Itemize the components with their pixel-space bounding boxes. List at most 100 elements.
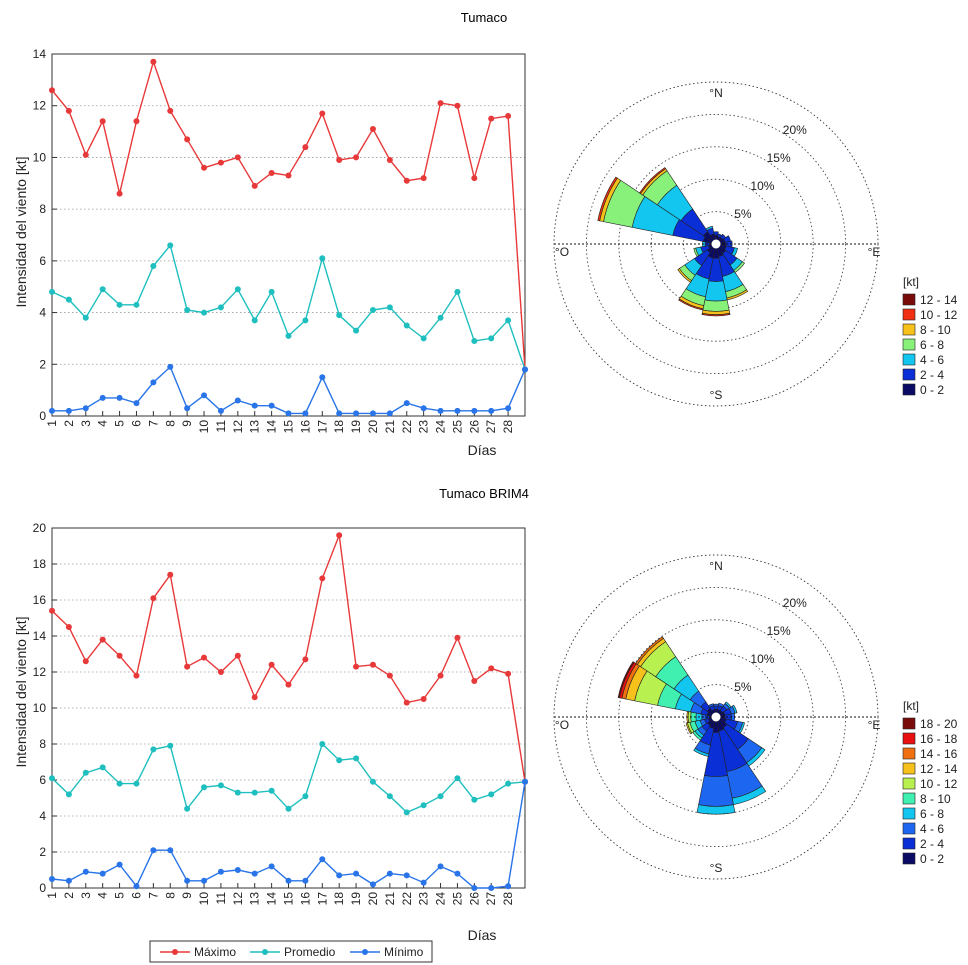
y-tick-label: 18	[33, 557, 47, 571]
rose-legend-label: 2 - 4	[920, 368, 944, 382]
x-tick-label: 1	[45, 420, 59, 427]
rose-segment	[597, 176, 618, 222]
x-tick-label: 22	[400, 420, 414, 434]
data-point	[99, 870, 106, 877]
x-tick-label: 8	[163, 892, 177, 899]
data-point	[454, 102, 461, 109]
data-point	[386, 157, 393, 164]
x-tick-label: 21	[383, 892, 397, 906]
x-tick-label: 9	[180, 892, 194, 899]
data-point	[234, 789, 241, 796]
line-chart-brim4: Días Intensidad del viento [kt] 02468101…	[13, 521, 528, 943]
direction-label-o: °O	[555, 718, 569, 732]
data-point	[403, 872, 410, 879]
x-tick-label: 9	[180, 420, 194, 427]
direction-label-e: °E	[868, 245, 881, 259]
x-tick-label: 3	[79, 892, 93, 899]
x-tick-label: 14	[265, 420, 279, 434]
data-point	[268, 402, 275, 409]
data-point	[522, 778, 528, 785]
rose-legend-label: 0 - 2	[920, 383, 944, 397]
x-tick-label: 16	[298, 892, 312, 906]
data-point	[133, 883, 140, 890]
data-point	[505, 780, 512, 787]
x-tick-label: 7	[146, 420, 160, 427]
data-point	[488, 335, 495, 342]
data-point	[167, 107, 174, 114]
data-point	[49, 288, 55, 295]
y-tick-label: 2	[39, 357, 46, 371]
data-point	[369, 661, 376, 668]
x-tick-label: 24	[434, 420, 448, 434]
data-point	[65, 624, 72, 630]
data-point	[522, 366, 528, 373]
data-point	[403, 400, 410, 407]
data-point	[49, 775, 55, 782]
y-tick-label: 4	[39, 809, 46, 823]
x-tick-label: 28	[501, 420, 515, 434]
title-top: Tumaco	[461, 10, 507, 25]
data-point	[251, 182, 258, 189]
data-point	[471, 407, 478, 414]
rose-segment	[701, 312, 731, 317]
data-point	[82, 151, 89, 158]
x-tick-label: 5	[113, 420, 127, 427]
y-tick-label: 20	[33, 521, 47, 535]
data-point	[251, 402, 258, 409]
data-point	[133, 780, 140, 787]
data-point	[133, 400, 140, 407]
data-point	[471, 338, 478, 345]
data-point	[234, 154, 241, 161]
x-tick-label: 24	[434, 892, 448, 906]
rose-legend-swatch	[902, 762, 916, 775]
data-point	[454, 775, 461, 782]
data-point	[150, 595, 157, 602]
data-point	[167, 242, 174, 249]
data-point	[82, 769, 89, 776]
x-tick-label: 12	[231, 420, 245, 434]
data-point	[116, 394, 123, 401]
data-point	[234, 867, 241, 873]
data-point	[133, 301, 140, 308]
data-point	[505, 670, 512, 677]
x-tick-label: 15	[282, 420, 296, 434]
plot-area	[51, 527, 526, 889]
rose-center	[711, 239, 721, 249]
data-point	[285, 877, 292, 884]
series-line	[51, 534, 526, 782]
data-point	[133, 118, 140, 125]
x-tick-label: 10	[197, 420, 211, 434]
data-point	[302, 317, 309, 324]
data-point	[403, 322, 410, 329]
rose-legend-swatch	[902, 837, 916, 850]
legend-marker	[172, 949, 178, 955]
series-line	[51, 742, 526, 814]
rose-legend-label: 4 - 6	[920, 822, 944, 836]
rose-ring	[586, 587, 847, 848]
rose-legend-label: 10 - 12	[920, 777, 958, 791]
data-point	[336, 312, 343, 319]
data-point	[488, 115, 495, 122]
rose-legend-swatch	[902, 732, 916, 745]
data-point	[65, 877, 72, 884]
y-tick-label: 6	[39, 254, 46, 268]
rose-legend-title: [kt]	[903, 275, 919, 289]
rose-legend-swatch	[902, 383, 916, 396]
rose-legend-label: 0 - 2	[920, 852, 944, 866]
x-tick-label: 17	[315, 892, 329, 906]
data-point	[184, 306, 191, 313]
data-point	[353, 755, 360, 762]
rose-ring-label: 15%	[767, 624, 791, 638]
data-point	[336, 157, 343, 164]
data-point	[319, 255, 326, 262]
data-point	[268, 661, 275, 668]
series-line	[51, 59, 526, 370]
data-point	[471, 678, 478, 684]
x-tick-label: 17	[315, 420, 329, 434]
data-point	[386, 410, 393, 417]
rose-ring-label: 10%	[750, 179, 774, 193]
data-point	[285, 172, 292, 179]
rose-legend-label: 6 - 8	[920, 807, 944, 821]
direction-label-e: °E	[868, 718, 881, 732]
